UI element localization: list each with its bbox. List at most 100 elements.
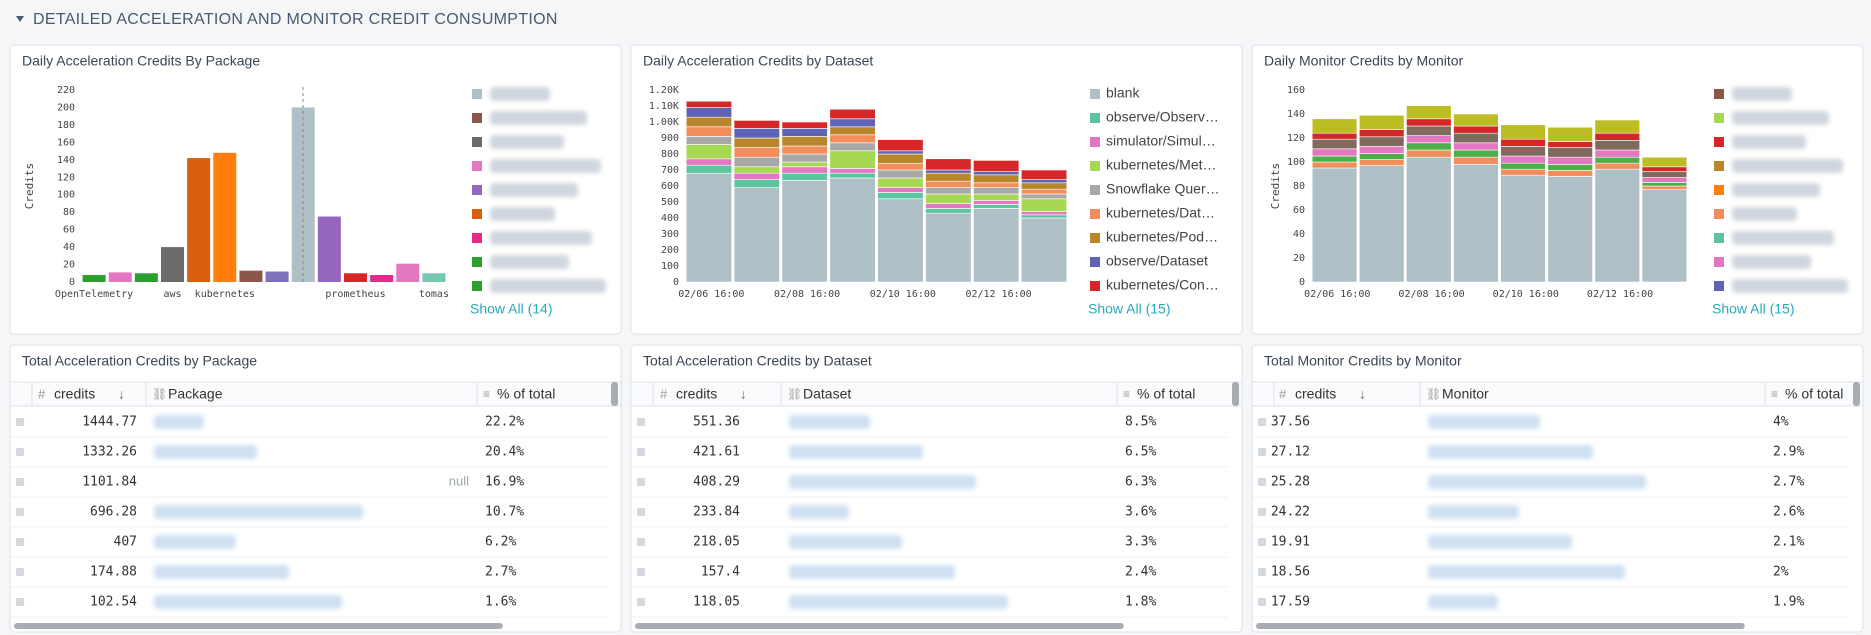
legend-swatch bbox=[1090, 281, 1100, 291]
legend-label[interactable]: simulator/Simul… bbox=[1106, 133, 1216, 149]
blurred-text bbox=[154, 505, 363, 519]
legend-swatch bbox=[472, 209, 482, 219]
column-header[interactable]: Package bbox=[168, 386, 223, 402]
bar-segment bbox=[1547, 147, 1593, 158]
bar bbox=[265, 271, 289, 282]
bar-segment bbox=[925, 187, 972, 195]
legend-label[interactable]: kubernetes/Pod… bbox=[1106, 229, 1218, 245]
column-header[interactable]: Monitor bbox=[1442, 386, 1489, 402]
row-checkbox[interactable] bbox=[637, 448, 645, 456]
bar-segment bbox=[1453, 156, 1499, 165]
bar-segment bbox=[1547, 176, 1593, 283]
legend-swatch bbox=[1714, 281, 1724, 291]
row-checkbox[interactable] bbox=[1258, 598, 1266, 606]
legend-label[interactable]: kubernetes/Con… bbox=[1106, 277, 1219, 293]
row-checkbox[interactable] bbox=[1258, 448, 1266, 456]
x-tick-label: OpenTelemetry bbox=[55, 289, 133, 300]
chart-title: Daily Acceleration Credits by Dataset bbox=[643, 53, 873, 69]
row-checkbox[interactable] bbox=[16, 418, 24, 426]
chart-title: Daily Acceleration Credits By Package bbox=[22, 53, 260, 69]
row-checkbox[interactable] bbox=[1258, 508, 1266, 516]
bar-segment bbox=[1500, 174, 1546, 283]
h-scrollbar[interactable] bbox=[1256, 623, 1745, 629]
bar-segment bbox=[781, 145, 828, 155]
column-header[interactable]: Dataset bbox=[803, 386, 851, 402]
bar-segment bbox=[925, 212, 972, 283]
y-tick-label: 700 bbox=[661, 165, 679, 176]
bar-segment bbox=[733, 179, 780, 188]
text-icon: ≡ bbox=[1123, 387, 1130, 401]
row-checkbox[interactable] bbox=[637, 568, 645, 576]
column-header[interactable]: % of total bbox=[1137, 386, 1195, 402]
row-checkbox[interactable] bbox=[637, 478, 645, 486]
bar-segment bbox=[1359, 136, 1405, 147]
row-checkbox[interactable] bbox=[16, 568, 24, 576]
blurred-text bbox=[154, 565, 289, 579]
bar-segment bbox=[877, 153, 924, 164]
row-checkbox[interactable] bbox=[637, 418, 645, 426]
show-all-link[interactable]: Show All (15) bbox=[1088, 301, 1170, 317]
h-scrollbar[interactable] bbox=[635, 623, 1124, 629]
collapse-toggle[interactable] bbox=[16, 16, 24, 22]
bar-segment bbox=[1359, 159, 1405, 166]
legend-label[interactable]: observe/Observ… bbox=[1106, 109, 1219, 125]
y-axis-label: Credits bbox=[1269, 163, 1282, 209]
bar-segment bbox=[781, 136, 828, 147]
credits-cell: 1444.77 bbox=[82, 415, 137, 430]
row-checkbox[interactable] bbox=[16, 598, 24, 606]
bar-segment bbox=[1359, 114, 1405, 130]
bar-segment bbox=[1641, 166, 1688, 172]
column-header[interactable]: credits bbox=[676, 386, 717, 402]
bar-segment bbox=[1406, 142, 1452, 151]
bar-segment bbox=[1021, 169, 1068, 180]
type-icon: # bbox=[38, 386, 46, 401]
v-scrollbar[interactable] bbox=[1853, 382, 1860, 406]
row-checkbox[interactable] bbox=[1258, 478, 1266, 486]
blurred-text bbox=[490, 135, 564, 149]
show-all-link[interactable]: Show All (15) bbox=[1712, 301, 1794, 317]
row-checkbox[interactable] bbox=[16, 448, 24, 456]
legend-label[interactable]: observe/Dataset bbox=[1106, 253, 1208, 269]
row-checkbox[interactable] bbox=[16, 508, 24, 516]
blurred-text bbox=[1732, 231, 1834, 245]
legend-label[interactable]: kubernetes/Dat… bbox=[1106, 205, 1215, 221]
row-checkbox[interactable] bbox=[637, 538, 645, 546]
bar-segment bbox=[685, 126, 732, 137]
row-checkbox[interactable] bbox=[637, 598, 645, 606]
column-header[interactable]: % of total bbox=[1785, 386, 1843, 402]
legend-swatch bbox=[1090, 257, 1100, 267]
credits-cell: 408.29 bbox=[693, 475, 740, 490]
row-checkbox[interactable] bbox=[16, 538, 24, 546]
blurred-text bbox=[1428, 595, 1498, 609]
bar-segment bbox=[877, 192, 924, 200]
column-header[interactable]: credits bbox=[1295, 386, 1336, 402]
show-all-link[interactable]: Show All (14) bbox=[470, 301, 552, 317]
legend-label[interactable]: kubernetes/Met… bbox=[1106, 157, 1217, 173]
link-icon: ⛓ bbox=[787, 387, 802, 401]
bar-segment bbox=[829, 134, 876, 144]
row-checkbox[interactable] bbox=[1258, 568, 1266, 576]
percent-cell: 16.9% bbox=[485, 475, 524, 490]
legend-label[interactable]: blank bbox=[1106, 85, 1140, 101]
v-scrollbar[interactable] bbox=[611, 382, 618, 406]
row-checkbox[interactable] bbox=[637, 508, 645, 516]
v-scrollbar[interactable] bbox=[1232, 382, 1239, 406]
bar-segment bbox=[1021, 182, 1068, 190]
blurred-text bbox=[490, 279, 606, 293]
bar-segment bbox=[877, 150, 924, 155]
row-checkbox[interactable] bbox=[1258, 538, 1266, 546]
bar-segment bbox=[1500, 138, 1546, 147]
column-header[interactable]: % of total bbox=[497, 386, 555, 402]
sort-icon: ↓ bbox=[118, 386, 125, 401]
bar-segment bbox=[733, 147, 780, 158]
bar-segment bbox=[1453, 142, 1499, 151]
row-checkbox[interactable] bbox=[1258, 418, 1266, 426]
y-tick-label: 200 bbox=[57, 102, 75, 113]
legend-label[interactable]: Snowflake Quer… bbox=[1106, 181, 1220, 197]
y-axis-label: Credits bbox=[23, 163, 36, 209]
row-checkbox[interactable] bbox=[16, 478, 24, 486]
y-tick-label: 140 bbox=[1287, 109, 1305, 120]
percent-cell: 3.3% bbox=[1125, 535, 1156, 550]
h-scrollbar[interactable] bbox=[14, 623, 503, 629]
column-header[interactable]: credits bbox=[54, 386, 95, 402]
